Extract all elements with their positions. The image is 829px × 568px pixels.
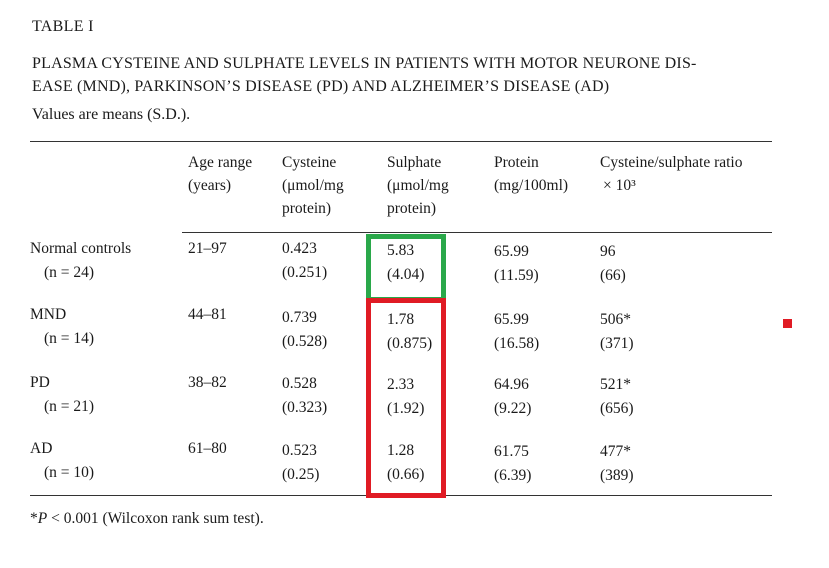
table-caption: Values are means (S.D.).: [32, 106, 191, 123]
header-sulphate: Sulphate (μmol/mg protein): [387, 154, 449, 217]
cell-protein: 61.75 (6.39): [494, 443, 532, 484]
cell-sulphate: 1.28 (0.66): [387, 442, 425, 483]
table-footnote: *P < 0.001 (Wilcoxon rank sum test).: [30, 510, 264, 527]
cell-cysteine: 0.423 (0.251): [282, 240, 328, 281]
cell-sulphate: 2.33 (1.92): [387, 376, 425, 417]
header-protein: Protein (mg/100ml): [494, 154, 569, 194]
red-highlight-box: [366, 298, 446, 498]
cell-protein: 64.96 (9.22): [494, 376, 532, 417]
cell-cysteine: 0.739 (0.528): [282, 309, 328, 350]
row-group-ad: AD (n = 10): [30, 440, 95, 481]
cell-sulphate: 1.78 (0.875): [387, 311, 433, 352]
cell-ratio: 96 (66): [600, 243, 626, 284]
cell-ratio: 477* (389): [600, 443, 634, 484]
cell-age: 21–97: [188, 240, 227, 257]
table-title-line-2: EASE (MND), PARKINSON’S DISEASE (PD) AND…: [32, 78, 610, 95]
cell-ratio: 506* (371): [600, 311, 634, 352]
cell-cysteine: 0.528 (0.323): [282, 375, 328, 416]
table-label: TABLE I: [32, 18, 94, 35]
green-highlight-box: [366, 234, 446, 302]
row-group-pd: PD (n = 21): [30, 374, 95, 415]
header-rule: [182, 232, 772, 233]
cell-ratio: 521* (656): [600, 376, 634, 417]
cell-age: 44–81: [188, 306, 227, 323]
cell-age: 38–82: [188, 374, 227, 391]
cell-cysteine: 0.523 (0.25): [282, 442, 320, 483]
table-title-line-1: PLASMA CYSTEINE AND SULPHATE LEVELS IN P…: [32, 55, 697, 72]
row-group-mnd: MND (n = 14): [30, 306, 95, 347]
cell-protein: 65.99 (16.58): [494, 311, 540, 352]
top-rule: [30, 141, 772, 142]
cell-protein: 65.99 (11.59): [494, 243, 539, 284]
cell-age: 61–80: [188, 440, 227, 457]
header-cysteine: Cysteine (μmol/mg protein): [282, 154, 344, 217]
header-ratio: Cysteine/sulphate ratio × 10³: [600, 154, 743, 194]
cell-sulphate: 5.83 (4.04): [387, 242, 425, 283]
red-marker-square: [783, 319, 792, 328]
header-age-range: Age range (years): [188, 154, 253, 194]
row-group-normal-controls: Normal controls (n = 24): [30, 240, 132, 281]
